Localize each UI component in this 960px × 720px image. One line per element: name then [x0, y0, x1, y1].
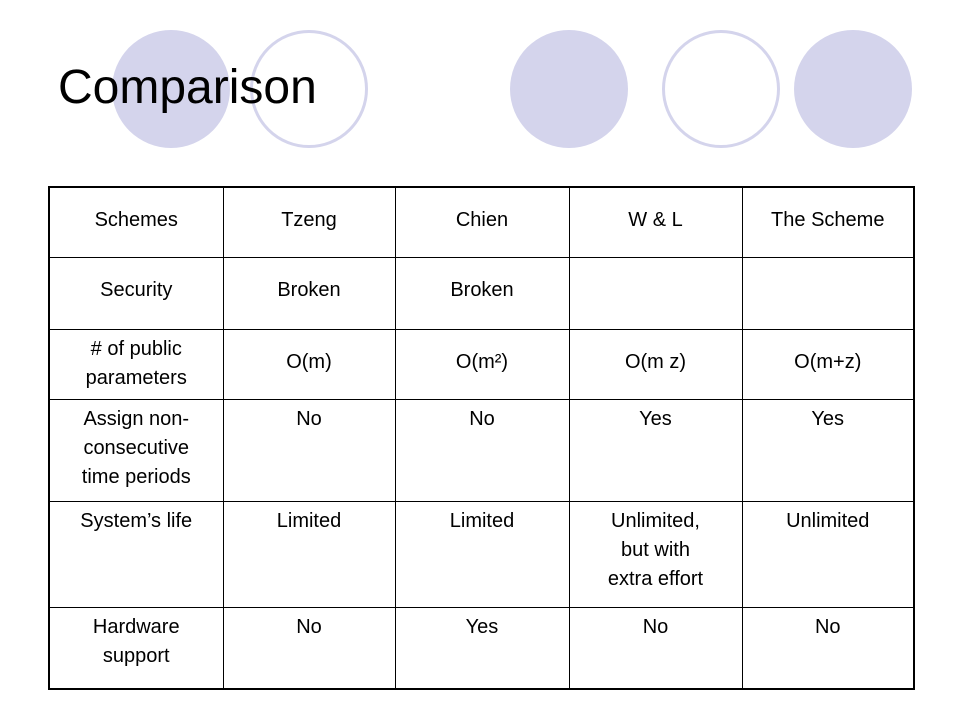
slide-title: Comparison	[58, 61, 317, 114]
row-label-line: Assign non-	[83, 407, 190, 430]
decorative-circle	[510, 30, 628, 148]
decorative-ring	[250, 30, 368, 148]
table-row: Hardware support No Yes No No	[48, 606, 915, 690]
cell-line: Unlimited,	[611, 509, 700, 532]
decorative-circle	[794, 30, 912, 148]
table-cell: Yes	[741, 398, 915, 502]
row-label: System’s life	[48, 500, 224, 608]
row-label-line: time periods	[81, 465, 191, 488]
row-label: # of public parameters	[48, 328, 224, 400]
cell-line: Unlimited	[786, 509, 870, 532]
table-cell	[568, 256, 743, 330]
row-label-line: Hardware	[92, 615, 180, 638]
table-cell: No	[222, 398, 396, 502]
row-label: Hardware support	[48, 606, 224, 690]
cell-line: No	[642, 615, 669, 638]
table-cell: O(m)	[222, 328, 396, 400]
table-cell: No	[394, 398, 570, 502]
table-cell: O(m²)	[394, 328, 570, 400]
cell-line: No	[296, 615, 322, 638]
table-cell	[741, 256, 915, 330]
cell-line: Limited	[276, 509, 342, 532]
table-cell: Limited	[222, 500, 396, 608]
header-cell: Schemes	[48, 186, 224, 258]
row-label: Security	[48, 256, 224, 330]
cell-line: No	[469, 407, 495, 430]
header-cell: W & L	[568, 186, 743, 258]
header-cell: Chien	[394, 186, 570, 258]
table-cell: O(m z)	[568, 328, 743, 400]
table-cell: Yes	[568, 398, 743, 502]
table-row: Assign non- consecutive time periods No …	[48, 398, 915, 502]
table-cell: Unlimited	[741, 500, 915, 608]
table-row: Security Broken Broken	[48, 256, 915, 330]
row-label-line: # of public	[90, 337, 182, 360]
comparison-table: Schemes Tzeng Chien W & L The Scheme Sec…	[48, 186, 915, 690]
row-label-line: Security	[100, 278, 173, 301]
decorative-circle	[112, 30, 230, 148]
table-cell: Unlimited, but with extra effort	[568, 500, 743, 608]
row-label: Assign non- consecutive time periods	[48, 398, 224, 502]
table-cell: Broken	[394, 256, 570, 330]
row-label-line: support	[102, 644, 170, 667]
table-header-row: Schemes Tzeng Chien W & L The Scheme	[48, 186, 915, 258]
cell-line: Yes	[811, 407, 845, 430]
header-cell: The Scheme	[741, 186, 915, 258]
row-label-line: System’s life	[80, 509, 193, 532]
cell-line: No	[814, 615, 841, 638]
table-cell: No	[741, 606, 915, 690]
table-cell: Limited	[394, 500, 570, 608]
header-cell: Tzeng	[222, 186, 396, 258]
table-cell: Yes	[394, 606, 570, 690]
table-cell: O(m+z)	[741, 328, 915, 400]
table-cell: Broken	[222, 256, 396, 330]
cell-line: Yes	[465, 615, 499, 638]
cell-line: No	[296, 407, 322, 430]
row-label-line: consecutive	[83, 436, 190, 459]
cell-line: Limited	[449, 509, 515, 532]
table-row: # of public parameters O(m) O(m²) O(m z)…	[48, 328, 915, 400]
table-cell: No	[568, 606, 743, 690]
table-row: System’s life Limited Limited Unlimited,…	[48, 500, 915, 608]
cell-line: extra effort	[607, 567, 704, 590]
table-cell: No	[222, 606, 396, 690]
decorative-ring	[662, 30, 780, 148]
cell-line: Yes	[639, 407, 672, 430]
row-label-line: parameters	[85, 366, 187, 389]
cell-line: but with	[621, 538, 690, 561]
